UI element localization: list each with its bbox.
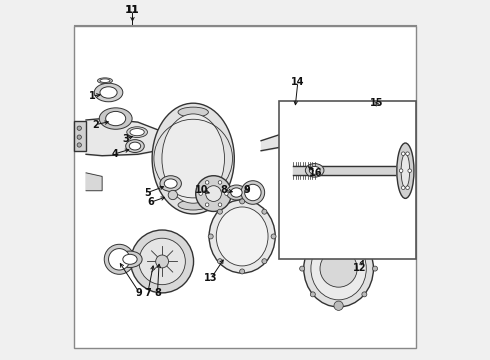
Text: 16: 16 [309, 168, 322, 178]
Text: 4: 4 [111, 149, 118, 159]
Text: 2: 2 [92, 120, 99, 130]
Ellipse shape [216, 207, 268, 266]
Ellipse shape [231, 188, 242, 197]
Text: 13: 13 [204, 273, 218, 283]
Ellipse shape [123, 254, 137, 264]
Circle shape [224, 192, 228, 195]
Text: 10: 10 [195, 185, 208, 195]
Circle shape [320, 250, 357, 287]
Circle shape [77, 143, 81, 147]
Ellipse shape [152, 103, 234, 214]
Text: 6: 6 [147, 197, 154, 207]
Text: 3: 3 [122, 134, 129, 144]
Text: 11: 11 [125, 5, 140, 15]
Circle shape [77, 126, 81, 130]
Circle shape [156, 255, 169, 268]
Circle shape [218, 181, 222, 184]
Circle shape [334, 301, 343, 310]
Text: 11: 11 [126, 5, 139, 15]
Circle shape [372, 266, 377, 271]
Polygon shape [290, 103, 299, 113]
Ellipse shape [130, 129, 144, 136]
Ellipse shape [305, 163, 324, 177]
Circle shape [240, 269, 245, 274]
Ellipse shape [106, 111, 126, 126]
Circle shape [262, 209, 267, 214]
Text: 1: 1 [89, 91, 96, 101]
Circle shape [168, 190, 177, 200]
Ellipse shape [300, 117, 310, 124]
Bar [74, 121, 86, 151]
Ellipse shape [178, 200, 208, 210]
Circle shape [218, 259, 222, 264]
Ellipse shape [94, 83, 123, 102]
Text: 15: 15 [370, 98, 383, 108]
Circle shape [406, 152, 409, 156]
Circle shape [310, 292, 316, 297]
Text: 9: 9 [244, 185, 250, 195]
Ellipse shape [129, 142, 141, 150]
Circle shape [362, 292, 367, 297]
Text: 7: 7 [145, 288, 151, 297]
Ellipse shape [164, 179, 177, 188]
Circle shape [218, 209, 222, 214]
Text: 5: 5 [145, 188, 151, 198]
Bar [279, 102, 416, 258]
Circle shape [271, 234, 276, 239]
Circle shape [262, 259, 267, 264]
Circle shape [336, 302, 341, 307]
Circle shape [196, 176, 231, 211]
Circle shape [139, 238, 185, 285]
Ellipse shape [178, 107, 208, 117]
Circle shape [205, 203, 209, 207]
Circle shape [336, 230, 341, 235]
Circle shape [199, 192, 202, 195]
Text: 14: 14 [291, 77, 305, 87]
Circle shape [218, 203, 222, 207]
Ellipse shape [401, 154, 410, 188]
Circle shape [104, 244, 134, 274]
Circle shape [109, 249, 130, 270]
Ellipse shape [296, 115, 313, 126]
Circle shape [399, 169, 403, 172]
Ellipse shape [162, 114, 224, 203]
Circle shape [131, 230, 194, 293]
Polygon shape [86, 173, 102, 191]
Circle shape [310, 240, 316, 245]
Ellipse shape [311, 237, 367, 300]
Circle shape [206, 186, 221, 202]
Circle shape [208, 234, 213, 239]
Circle shape [205, 181, 209, 184]
Circle shape [406, 186, 409, 189]
Ellipse shape [127, 127, 147, 138]
Ellipse shape [99, 108, 132, 129]
Ellipse shape [98, 78, 113, 84]
Circle shape [240, 199, 245, 204]
Circle shape [408, 169, 412, 172]
Circle shape [300, 266, 305, 271]
Circle shape [245, 184, 261, 201]
Ellipse shape [309, 166, 320, 174]
Ellipse shape [304, 230, 373, 307]
Text: 12: 12 [353, 262, 367, 273]
Circle shape [401, 152, 405, 156]
Circle shape [77, 135, 81, 139]
Text: 8: 8 [220, 185, 227, 195]
Bar [292, 113, 298, 134]
Ellipse shape [100, 87, 117, 98]
Text: 9: 9 [136, 288, 143, 297]
Text: 8: 8 [154, 288, 161, 297]
Ellipse shape [226, 185, 246, 200]
Circle shape [241, 181, 265, 204]
Ellipse shape [209, 200, 275, 273]
Ellipse shape [126, 140, 144, 153]
Circle shape [401, 186, 405, 189]
Ellipse shape [160, 176, 181, 192]
Bar [284, 119, 302, 144]
Circle shape [362, 240, 367, 245]
Ellipse shape [397, 143, 414, 198]
Ellipse shape [118, 251, 142, 267]
Ellipse shape [100, 79, 110, 82]
